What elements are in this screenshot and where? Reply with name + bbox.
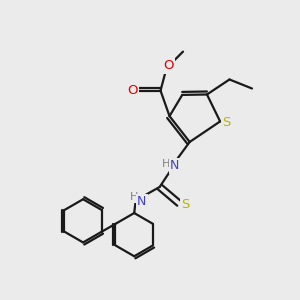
Text: O: O	[127, 84, 138, 97]
Text: H: H	[161, 159, 170, 170]
Text: S: S	[223, 116, 231, 129]
Text: S: S	[182, 198, 190, 212]
Text: O: O	[163, 59, 173, 72]
Text: N: N	[170, 159, 179, 172]
Text: N: N	[137, 195, 146, 208]
Text: H: H	[130, 192, 138, 202]
